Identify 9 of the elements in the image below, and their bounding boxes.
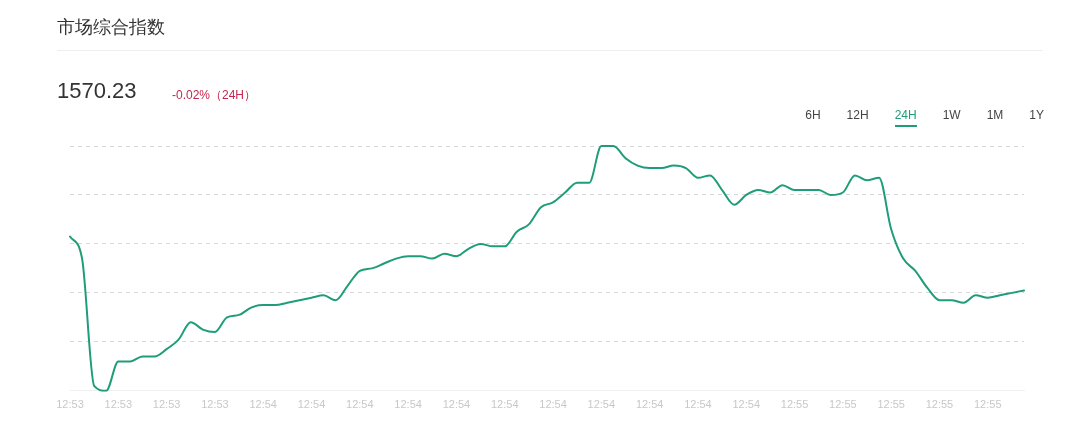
- text: 12H: [846, 108, 869, 124]
- text: 6H: [805, 108, 821, 124]
- chart-title: 市场综合指数: [57, 16, 165, 39]
- text: 1W: [942, 108, 961, 124]
- text: -0.02%（24H）: [172, 87, 257, 104]
- text: 1570.23: [57, 78, 137, 104]
- text: 1Y: [1029, 108, 1044, 124]
- text: 24H: [894, 108, 917, 127]
- text: 1M: [986, 108, 1004, 124]
